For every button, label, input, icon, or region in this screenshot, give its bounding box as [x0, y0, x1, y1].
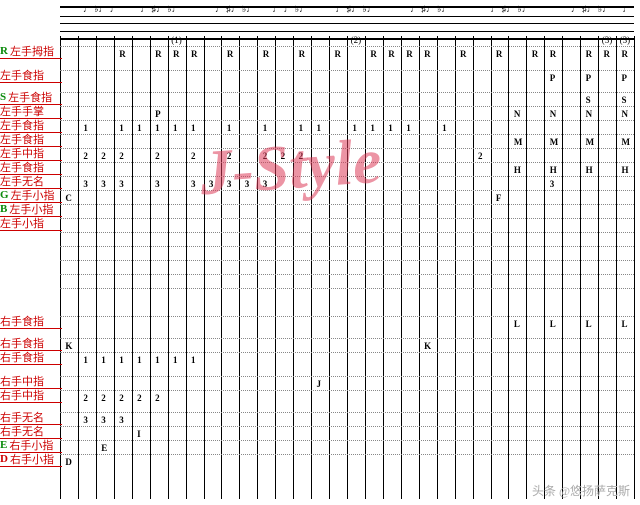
staff: ♩ ♭♩ ♩♩ ♯♩ ♭♩♩ ♯♩ ♭♩♩ ♩ ♭♩♩ ♯♩ ♭♩♩ ♯♩ ♭♩…: [60, 6, 634, 40]
fingering-chart: ♩ ♭♩ ♩♩ ♯♩ ♭♩♩ ♯♩ ♭♩♩ ♩ ♭♩♩ ♯♩ ♭♩♩ ♯♩ ♭♩…: [0, 0, 640, 505]
grid: RRRRRRRRRRRRRRRRRRRPPPSSPNNNN11111111111…: [60, 36, 634, 499]
footer-credit: 头条 @悠扬萨克斯: [532, 482, 630, 499]
